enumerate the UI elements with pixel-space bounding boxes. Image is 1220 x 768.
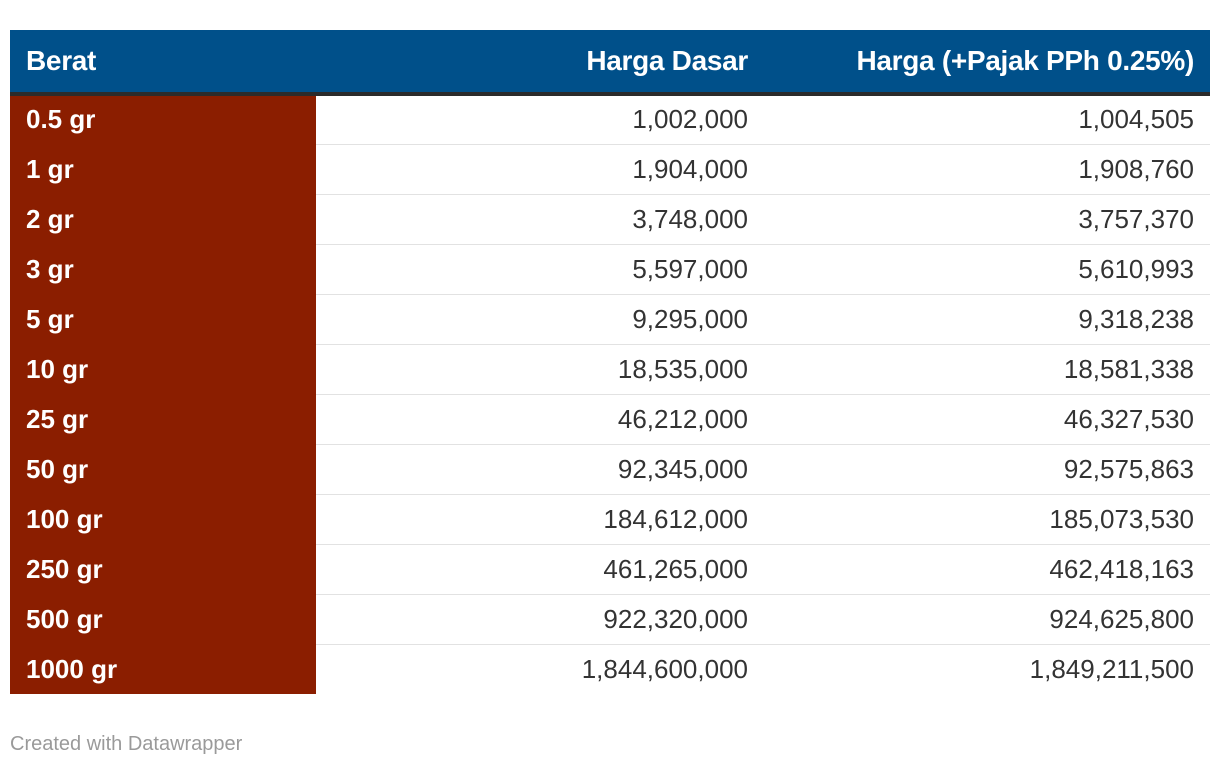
cell-berat: 25 gr xyxy=(10,394,316,445)
cell-harga-dasar: 18,535,000 xyxy=(316,344,764,395)
table-row: 3 gr 5,597,000 5,610,993 xyxy=(10,244,1210,295)
table-row: 50 gr 92,345,000 92,575,863 xyxy=(10,444,1210,495)
table-row: 100 gr 184,612,000 185,073,530 xyxy=(10,494,1210,545)
cell-harga-pajak: 185,073,530 xyxy=(764,494,1210,545)
cell-harga-pajak: 924,625,800 xyxy=(764,594,1210,645)
cell-berat: 50 gr xyxy=(10,444,316,495)
column-header-berat[interactable]: Berat xyxy=(10,30,316,96)
table-row: 2 gr 3,748,000 3,757,370 xyxy=(10,194,1210,245)
table-row: 500 gr 922,320,000 924,625,800 xyxy=(10,594,1210,645)
table-row: 1000 gr 1,844,600,000 1,849,211,500 xyxy=(10,644,1210,694)
table-row: 25 gr 46,212,000 46,327,530 xyxy=(10,394,1210,445)
cell-harga-pajak: 9,318,238 xyxy=(764,294,1210,345)
column-header-harga-pajak[interactable]: Harga (+Pajak PPh 0.25%) xyxy=(764,30,1210,96)
table-row: 0.5 gr 1,002,000 1,004,505 xyxy=(10,94,1210,145)
cell-berat: 10 gr xyxy=(10,344,316,395)
cell-harga-pajak: 462,418,163 xyxy=(764,544,1210,595)
cell-harga-dasar: 9,295,000 xyxy=(316,294,764,345)
header-row: Berat Harga Dasar Harga (+Pajak PPh 0.25… xyxy=(10,30,1210,96)
cell-harga-dasar: 461,265,000 xyxy=(316,544,764,595)
cell-harga-dasar: 1,844,600,000 xyxy=(581,653,748,684)
cell-berat: 2 gr xyxy=(10,194,316,245)
cell-harga-pajak: 92,575,863 xyxy=(764,444,1210,495)
table-row: 10 gr 18,535,000 18,581,338 xyxy=(10,344,1210,395)
cell-harga-dasar: 3,748,000 xyxy=(316,194,764,245)
table-row: 250 gr 461,265,000 462,418,163 xyxy=(10,544,1210,595)
cell-berat: 100 gr xyxy=(10,494,316,545)
cell-berat: 1000 gr xyxy=(10,644,316,694)
gold-price-table: Berat Harga Dasar Harga (+Pajak PPh 0.25… xyxy=(10,30,1210,694)
cell-harga-pajak: 18,581,338 xyxy=(764,344,1210,395)
cell-berat: 250 gr xyxy=(10,544,316,595)
cell-harga-dasar: 1,904,000 xyxy=(316,144,764,195)
cell-berat: 3 gr xyxy=(10,244,316,295)
table-header: Berat Harga Dasar Harga (+Pajak PPh 0.25… xyxy=(10,30,1210,96)
price-table-container: Berat Harga Dasar Harga (+Pajak PPh 0.25… xyxy=(10,30,1210,694)
cell-harga-pajak: 1,004,505 xyxy=(764,94,1210,145)
cell-harga-pajak: 46,327,530 xyxy=(764,394,1210,445)
datawrapper-credit: Created with Datawrapper xyxy=(10,733,243,755)
cell-harga-dasar: 5,597,000 xyxy=(316,244,764,295)
cell-harga-pajak: 5,610,993 xyxy=(764,244,1210,295)
cell-harga-dasar: 922,320,000 xyxy=(316,594,764,645)
cell-harga-dasar: 184,612,000 xyxy=(316,494,764,545)
cell-berat: 500 gr xyxy=(10,594,316,645)
cell-harga-pajak: 1,908,760 xyxy=(764,144,1210,195)
cell-berat: 5 gr xyxy=(10,294,316,345)
table-row: 5 gr 9,295,000 9,318,238 xyxy=(10,294,1210,345)
cell-harga-dasar: 46,212,000 xyxy=(316,394,764,445)
cell-harga-dasar: 1,002,000 xyxy=(316,94,764,145)
table-row: 1 gr 1,904,000 1,908,760 xyxy=(10,144,1210,195)
cell-harga-pajak: 1,849,211,500 xyxy=(1029,653,1194,684)
cell-harga-pajak: 3,757,370 xyxy=(764,194,1210,245)
cell-harga-dasar: 92,345,000 xyxy=(316,444,764,495)
cell-berat: 1 gr xyxy=(10,144,316,195)
table-body: 0.5 gr 1,002,000 1,004,505 1 gr 1,904,000 1,9… xyxy=(10,94,1210,694)
cell-berat: 0.5 gr xyxy=(10,94,316,145)
column-header-harga-dasar[interactable]: Harga Dasar xyxy=(316,30,764,96)
